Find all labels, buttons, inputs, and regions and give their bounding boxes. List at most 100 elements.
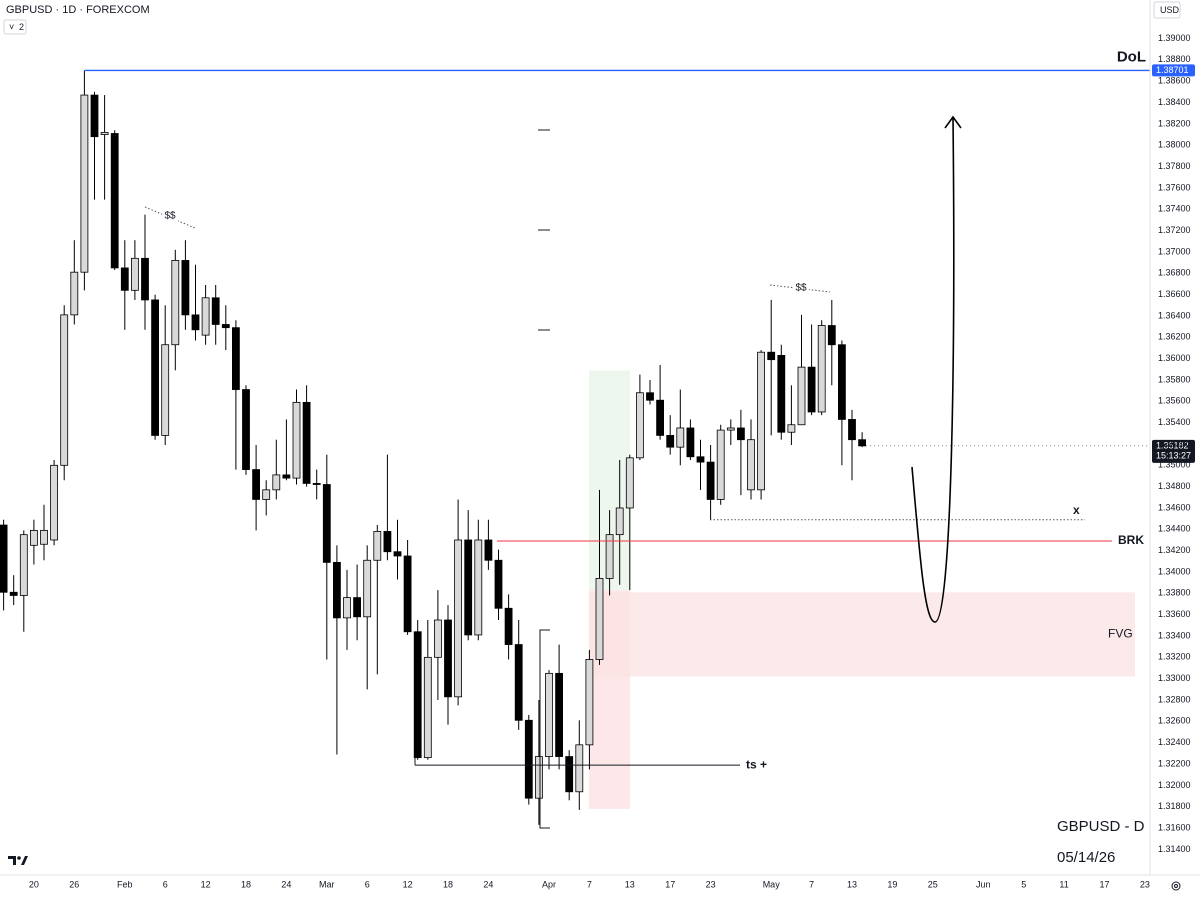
y-tick-label: 1.33600 [1158, 609, 1191, 619]
fvg-zone [589, 592, 1135, 677]
candle-body [615, 507, 624, 536]
candle-body [423, 656, 432, 759]
candle-body [110, 133, 119, 269]
candles [0, 70, 866, 825]
candle-body [716, 429, 725, 500]
y-tick-label: 1.37200 [1158, 225, 1191, 235]
candle-body [262, 489, 271, 500]
x-tick-label: 26 [69, 879, 79, 889]
x-tick-label: 17 [665, 879, 675, 889]
candle-body [464, 539, 473, 636]
y-tick-label: 1.34000 [1158, 566, 1191, 576]
y-tick-label: 1.38600 [1158, 76, 1191, 86]
candle-body [393, 551, 402, 557]
y-tick-label: 1.32400 [1158, 737, 1191, 747]
x-tick-label: 24 [483, 879, 493, 889]
candle-body [636, 392, 644, 459]
countdown-label: 15:13:27 [1156, 450, 1191, 460]
axes: 1.31400 1.31600 1.31800 1.32000 1.32200 1.324… [29, 33, 1191, 889]
liquidity-label: $$ [795, 283, 807, 294]
x-tick-label: 18 [241, 879, 251, 889]
y-tick-label: 1.35000 [1158, 460, 1191, 470]
y-tick-label: 1.35200 [1158, 438, 1191, 448]
candle-body [100, 132, 109, 135]
candle-body [797, 366, 806, 426]
x-tick-label: 17 [1099, 879, 1109, 889]
candle-body [272, 474, 281, 491]
candle-body [19, 534, 28, 596]
candle-body [383, 531, 392, 553]
y-tick-label: 1.34400 [1158, 524, 1191, 534]
candle-body [221, 324, 230, 329]
candle-body [565, 756, 574, 793]
candle-body [484, 539, 493, 561]
y-tick-label: 1.39000 [1158, 33, 1191, 43]
y-tick-label: 1.32200 [1158, 758, 1191, 768]
candle-body [656, 399, 664, 436]
candle-body [666, 435, 675, 448]
currency-label[interactable]: USD [1160, 5, 1180, 15]
y-tick-label: 1.37000 [1158, 246, 1191, 256]
y-tick-label: 1.32600 [1158, 716, 1191, 726]
candle-body [686, 427, 695, 458]
candle-body [312, 483, 321, 485]
candle-body [9, 591, 18, 596]
x-tick-label: 6 [365, 879, 370, 889]
candle-body [706, 461, 715, 500]
y-tick-label: 1.32800 [1158, 694, 1191, 704]
candle-body [80, 94, 89, 273]
candle-body [252, 469, 261, 500]
liquidity-label: $$ [164, 211, 176, 222]
candle-body [332, 561, 341, 619]
x-tick-label: Jun [976, 879, 991, 889]
x-tick-label: 7 [809, 879, 814, 889]
candle-body [747, 439, 755, 491]
y-tick-label: 1.36600 [1158, 289, 1191, 299]
candle-body [403, 555, 412, 633]
x-tick-label: 23 [706, 879, 716, 889]
candle-body [40, 529, 48, 545]
y-tick-label: 1.33000 [1158, 673, 1191, 683]
candle-body [161, 344, 170, 436]
dol-price-tag [1152, 64, 1195, 77]
candle-body [151, 299, 160, 436]
y-tick-label: 1.34600 [1158, 502, 1191, 512]
x-tick-label: 13 [625, 879, 635, 889]
x-tick-label: 5 [1021, 879, 1026, 889]
y-tick-label: 1.35800 [1158, 374, 1191, 384]
candle-body [231, 327, 240, 390]
candle-body [696, 456, 705, 463]
x-tick-label: 19 [887, 879, 897, 889]
candle-body [676, 427, 685, 448]
y-tick-label: 1.31600 [1158, 822, 1191, 832]
x-tick-label: 11 [1059, 879, 1068, 889]
y-tick-label: 1.35400 [1158, 417, 1191, 427]
indicator-count[interactable]: 2 [19, 22, 24, 32]
y-tick-label: 1.36800 [1158, 268, 1191, 278]
fvg-label: FVG [1108, 627, 1133, 641]
candle-body [413, 631, 422, 759]
y-tick-label: 1.38400 [1158, 97, 1191, 107]
candle-body [494, 559, 503, 609]
y-tick-label: 1.37800 [1158, 161, 1191, 171]
candle-body [605, 534, 614, 579]
candle-body [181, 260, 190, 316]
candle-body [0, 524, 8, 593]
candle-body [343, 597, 351, 619]
settings-icon[interactable] [1171, 881, 1181, 891]
brk-label: BRK [1118, 533, 1144, 547]
footer-date: 05/14/26 [1057, 849, 1115, 866]
currency-button[interactable] [1153, 1, 1181, 19]
candle-body [838, 344, 846, 420]
projection-arrow [911, 115, 962, 623]
x-tick-label: 12 [403, 879, 413, 889]
candle-body [504, 607, 513, 645]
candle-body [29, 529, 38, 546]
liquidity-line [769, 284, 831, 293]
y-tick-label: 1.38800 [1158, 54, 1191, 64]
candle-body [302, 401, 311, 484]
candle-body [545, 672, 553, 757]
indicator-toggle[interactable] [3, 19, 27, 35]
y-tick-label: 1.38200 [1158, 118, 1191, 128]
